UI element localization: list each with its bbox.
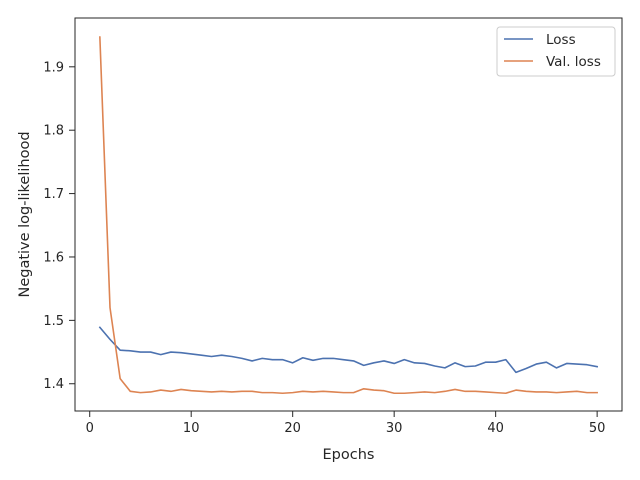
- y-tick-label: 1.9: [43, 60, 64, 75]
- x-tick-label: 10: [183, 421, 200, 436]
- y-tick-label: 1.4: [43, 377, 64, 392]
- x-tick-label: 30: [386, 421, 403, 436]
- series-layer: [98, 36, 599, 395]
- series-line-1: [99, 36, 598, 395]
- x-tick-label: 20: [284, 421, 301, 436]
- plot-frame: [74, 17, 623, 412]
- y-tick-label: 1.7: [43, 187, 64, 202]
- series-line-0: [98, 326, 599, 374]
- y-tick-label: 1.8: [43, 124, 64, 139]
- legend-items: Loss Val. loss: [504, 32, 601, 70]
- y-axis-label: Negative log-likelihood: [17, 131, 33, 297]
- x-tick-label: 40: [487, 421, 504, 436]
- legend-label-1: Val. loss: [546, 54, 601, 70]
- y-axis: 1.4 1.5 1.6 1.7 1.8 1.9: [43, 60, 75, 392]
- x-axis-label: Epochs: [323, 447, 375, 463]
- x-axis: 0 10 20 30 40 50: [86, 411, 606, 436]
- legend: Loss Val. loss: [496, 26, 616, 77]
- y-tick-label: 1.6: [43, 250, 64, 265]
- x-tick-label: 0: [86, 421, 94, 436]
- y-tick-label: 1.5: [43, 314, 64, 329]
- x-tick-label: 50: [589, 421, 606, 436]
- legend-label-0: Loss: [546, 32, 576, 48]
